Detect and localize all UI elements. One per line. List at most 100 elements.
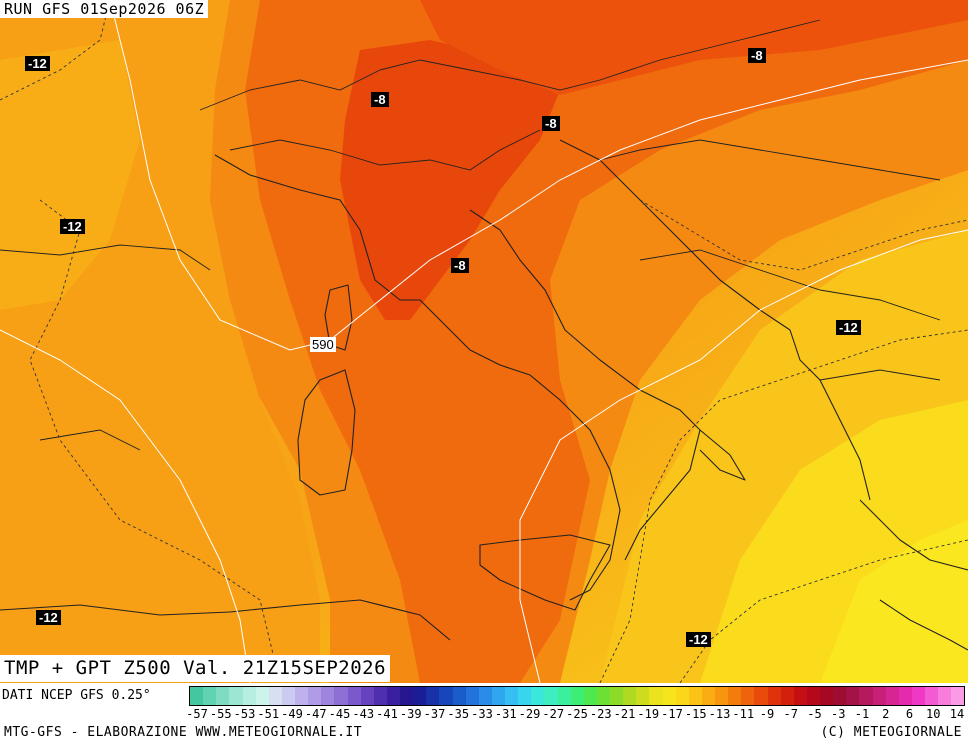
color-swatch (465, 687, 479, 705)
color-swatch (898, 687, 912, 705)
color-swatch (413, 687, 427, 705)
color-swatch (583, 687, 597, 705)
color-swatch (203, 687, 217, 705)
temperature-zone-red-orange-ne (420, 0, 968, 95)
color-swatch (872, 687, 886, 705)
color-swatch (675, 687, 689, 705)
color-swatch (911, 687, 925, 705)
color-scale-tick: -25 (566, 707, 588, 721)
isotherm-label: -8 (451, 258, 469, 273)
isotherm-label: -8 (542, 116, 560, 131)
color-scale-tick: 14 (949, 707, 965, 721)
color-swatch (754, 687, 768, 705)
geopotential-label: 590 (310, 337, 336, 352)
color-scale-tick: -57 (186, 707, 208, 721)
color-swatch (793, 687, 807, 705)
color-swatch (334, 687, 348, 705)
color-scale-tick: -53 (233, 707, 256, 721)
coastlines (0, 139, 968, 651)
color-swatch (596, 687, 610, 705)
color-scale-tick: 6 (905, 707, 914, 721)
footer-credit: MTG-GFS - ELABORAZIONE WWW.METEOGIORNALE… (4, 725, 363, 740)
temperature-zone-red-orange (340, 40, 560, 320)
color-swatch (242, 687, 256, 705)
color-scale-tick: -19 (637, 707, 660, 721)
color-swatch (518, 687, 532, 705)
color-swatch (570, 687, 584, 705)
color-scale-tick: -37 (423, 707, 446, 721)
color-scale-tick: -3 (831, 707, 846, 721)
color-scale-tick: -11 (732, 707, 755, 721)
color-scale-tick: 10 (926, 707, 941, 721)
color-scale-tick: -45 (328, 707, 351, 721)
color-scale-tick: -1 (854, 707, 870, 721)
color-scale-tick: -23 (589, 707, 612, 721)
color-swatch (190, 687, 204, 705)
color-swatch (295, 687, 309, 705)
color-scale (189, 686, 965, 706)
color-swatch (255, 687, 269, 705)
color-swatch (373, 687, 387, 705)
run-label: RUN GFS 01Sep2026 06Z (0, 0, 209, 18)
color-swatch (649, 687, 663, 705)
color-swatch (505, 687, 519, 705)
color-scale-tick: -9 (759, 707, 775, 721)
color-swatch (347, 687, 361, 705)
color-swatch (741, 687, 755, 705)
color-scale-tick: -41 (376, 707, 398, 721)
weather-map (0, 0, 968, 683)
color-scale-tick: -15 (684, 707, 707, 721)
color-scale-tick: -39 (399, 707, 422, 721)
isotherm-label: -12 (686, 632, 711, 647)
isotherm-label: -8 (371, 92, 389, 107)
color-scale-tick: -29 (518, 707, 541, 721)
color-swatch (557, 687, 571, 705)
color-swatch (400, 687, 414, 705)
color-scale-tick: -21 (613, 707, 636, 721)
data-source: DATI NCEP GFS 0.25° (2, 688, 151, 703)
color-scale-tick: -13 (708, 707, 731, 721)
color-scale-tick: -55 (209, 707, 232, 721)
color-scale-tick: -31 (494, 707, 517, 721)
color-scale-tick: -7 (783, 707, 798, 721)
color-swatch (846, 687, 860, 705)
color-scale-tick: -17 (661, 707, 683, 721)
color-swatch (820, 687, 834, 705)
borders (0, 19, 941, 451)
color-swatch (308, 687, 322, 705)
color-swatch (636, 687, 650, 705)
isotherm-label: -12 (25, 56, 50, 71)
color-swatch (452, 687, 466, 705)
color-swatch (321, 687, 335, 705)
color-swatch (662, 687, 676, 705)
color-swatch (610, 687, 624, 705)
color-swatch (268, 687, 282, 705)
color-swatch (426, 687, 440, 705)
color-swatch (491, 687, 505, 705)
color-scale-tick: -43 (352, 707, 375, 721)
color-scale-tick: -35 (447, 707, 470, 721)
color-swatch (859, 687, 873, 705)
color-swatch (531, 687, 545, 705)
map-title: TMP + GPT Z500 Val. 21Z15SEP2026 (0, 655, 391, 682)
color-swatch (938, 687, 952, 705)
isotherms (0, 0, 968, 683)
color-swatch (360, 687, 374, 705)
color-swatch (767, 687, 781, 705)
color-swatch (623, 687, 637, 705)
color-swatch (439, 687, 453, 705)
color-swatch (688, 687, 702, 705)
color-swatch (925, 687, 939, 705)
color-scale-tick: -5 (807, 707, 822, 721)
isotherm-label: -12 (36, 610, 61, 625)
color-swatch (281, 687, 295, 705)
isotherm-label: -8 (748, 48, 766, 63)
color-swatch (728, 687, 742, 705)
color-swatch (229, 687, 243, 705)
color-scale-tick: -47 (304, 707, 327, 721)
temperature-zone-pale-west (0, 40, 140, 310)
geopotential-contours (0, 0, 968, 683)
color-scale-tick: -49 (281, 707, 303, 721)
color-scale-tick: -27 (542, 707, 565, 721)
footer-copyright: (C) METEOGIORNALE (820, 725, 962, 740)
